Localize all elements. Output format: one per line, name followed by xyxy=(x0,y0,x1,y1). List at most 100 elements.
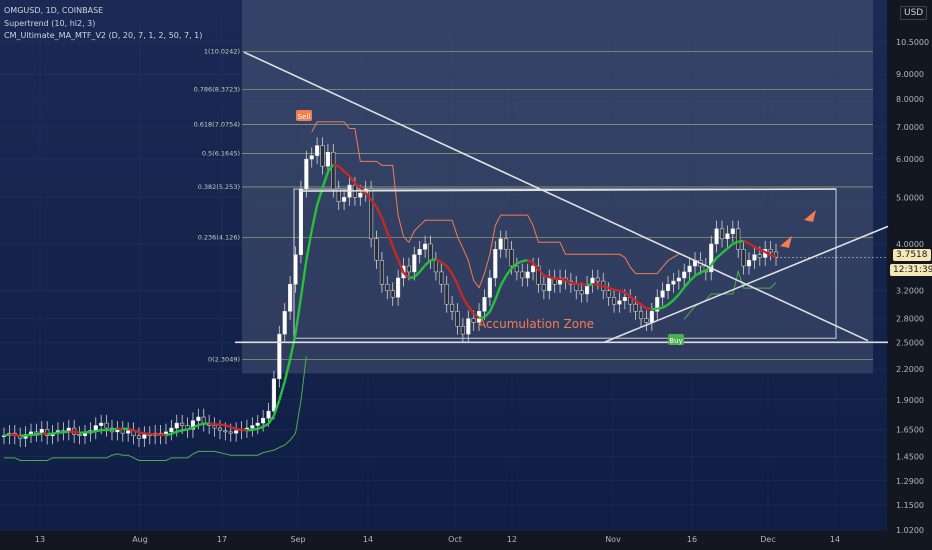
ma-segment xyxy=(704,264,713,272)
candle xyxy=(746,260,752,267)
countdown-badge: 12:31:39 xyxy=(890,264,932,276)
ma-segment xyxy=(732,240,739,246)
candle xyxy=(385,283,390,291)
ma-segment xyxy=(165,432,172,437)
ma-legend[interactable]: CM_Ultimate_MA_MTF_V2 (D, 20, 7, 1, 2, 5… xyxy=(4,31,203,40)
ma-segment xyxy=(278,381,286,401)
candle xyxy=(709,243,714,273)
ma-segment xyxy=(634,299,642,306)
ma-segment xyxy=(532,261,540,271)
candle xyxy=(336,188,341,202)
ma-segment xyxy=(510,262,518,270)
ma-segment xyxy=(73,430,80,434)
ma-segment xyxy=(543,274,550,279)
candle xyxy=(255,422,260,426)
candle xyxy=(331,151,336,190)
y-tick-label: 9.0000 xyxy=(896,70,924,79)
y-tick-label: 3.2000 xyxy=(896,287,924,296)
ma-segment xyxy=(548,275,556,281)
candle xyxy=(752,254,757,261)
ma-segment xyxy=(310,204,319,231)
candle xyxy=(342,197,347,202)
candle xyxy=(282,311,287,335)
candle xyxy=(460,325,465,335)
fib-level-label: 0.618(7.0754) xyxy=(194,121,240,129)
ma-segment xyxy=(683,280,691,289)
fib-level-label: 0.786(8.3723) xyxy=(194,85,240,93)
candle xyxy=(466,318,471,335)
candle xyxy=(736,228,741,250)
x-tick-label: Oct xyxy=(448,535,462,544)
ma-segment xyxy=(187,426,194,431)
ma-segment xyxy=(651,307,658,311)
candle xyxy=(379,260,384,285)
candle xyxy=(768,249,773,253)
projection-arrow-1 xyxy=(780,236,792,248)
supertrend-legend[interactable]: Supertrend (10, hl2, 3) xyxy=(4,19,96,28)
candle xyxy=(606,290,611,298)
ma-segment xyxy=(586,283,593,287)
last-price-badge: 3.7518 xyxy=(893,249,931,261)
candle xyxy=(504,238,509,250)
fib-level-label: 0(2.3049) xyxy=(208,355,240,363)
x-tick-label: 14 xyxy=(363,535,373,544)
ma-segment xyxy=(435,258,442,263)
candle xyxy=(433,260,438,273)
ma-segment xyxy=(770,254,777,258)
ma-segment xyxy=(176,429,183,433)
candle xyxy=(358,192,363,198)
candle xyxy=(638,311,644,319)
candle xyxy=(622,297,627,301)
supertrend-down-line xyxy=(311,121,680,289)
ma-segment xyxy=(170,430,178,436)
fib-level-label: 1(10.0242) xyxy=(204,48,240,56)
candle xyxy=(180,422,185,426)
candle xyxy=(757,254,762,258)
candle xyxy=(574,283,579,291)
candle xyxy=(741,249,746,267)
ma-segment xyxy=(522,259,528,263)
candle xyxy=(493,249,498,279)
candle xyxy=(439,271,444,285)
candle xyxy=(450,303,455,312)
ma-segment xyxy=(90,430,96,434)
candle xyxy=(714,228,719,245)
ma-segment xyxy=(257,425,264,430)
x-tick-label: 12 xyxy=(507,535,517,544)
ma-segment xyxy=(14,433,21,437)
ma-segment xyxy=(688,274,696,282)
ma-segment xyxy=(667,299,675,306)
ma-segment xyxy=(413,271,421,278)
ma-segment xyxy=(391,245,400,260)
y-tick-label: 10.5000 xyxy=(896,38,929,47)
ma-segment xyxy=(657,306,663,310)
ma-segment xyxy=(208,422,215,426)
ma-segment xyxy=(294,297,303,334)
ma-segment xyxy=(230,425,237,431)
candle xyxy=(617,300,622,305)
ma-segment xyxy=(111,427,118,431)
ma-segment xyxy=(267,414,275,425)
candle xyxy=(104,422,109,429)
ma-segment xyxy=(608,286,615,291)
candle xyxy=(298,188,303,255)
candle xyxy=(417,249,422,255)
y-tick-label: 2.2000 xyxy=(896,365,924,374)
candle xyxy=(498,238,503,250)
ma-segment xyxy=(613,288,620,292)
ma-segment xyxy=(402,271,410,279)
candle xyxy=(374,238,379,261)
ma-segment xyxy=(715,252,723,259)
candle xyxy=(660,290,665,298)
accumulation-zone-label: Accumulation Zone xyxy=(478,317,594,331)
ma-segment xyxy=(721,247,729,255)
ma-segment xyxy=(375,206,383,219)
candle xyxy=(412,254,417,273)
candle xyxy=(676,277,681,282)
symbol-legend[interactable]: OMGUSD, 1D, COINBASE xyxy=(4,6,104,15)
currency-button[interactable]: USD xyxy=(900,6,928,20)
candle xyxy=(174,422,179,429)
ma-segment xyxy=(559,277,566,282)
